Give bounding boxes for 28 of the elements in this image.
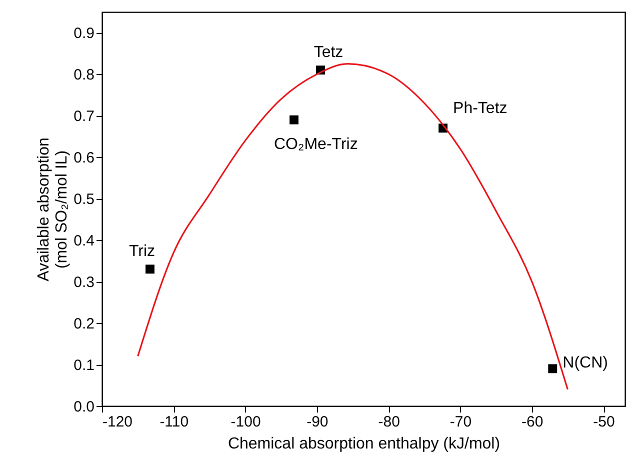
- y-tick-label: 0.5: [74, 191, 94, 208]
- x-tick-label: -100: [230, 414, 261, 430]
- y-tick-label: 0.2: [74, 316, 94, 333]
- point: [290, 115, 298, 124]
- y-tick-label: 0.3: [74, 274, 94, 292]
- y-axis-title: Available absorption (mol SO₂/mol IL): [36, 138, 71, 282]
- y-tick-label: 0.9: [74, 25, 94, 42]
- annotation: Triz: [128, 243, 156, 260]
- y-tick-label: 0.7: [74, 108, 94, 126]
- x-tick-label: -80: [378, 414, 400, 430]
- x-tick-label: -90: [306, 414, 328, 430]
- y-tick-label: 0.0: [74, 398, 94, 416]
- annotation: Tetz: [314, 44, 344, 62]
- x-tick-label: -120: [102, 414, 133, 430]
- y-tick-label: 0.1: [74, 357, 94, 374]
- x-tick-label: -110: [160, 414, 189, 430]
- point: [146, 264, 154, 274]
- x-tick-label: -50: [593, 414, 615, 430]
- y-tick-label: 0.8: [74, 66, 94, 84]
- x-tick-label: -60: [522, 414, 544, 430]
- annotation: CO₂Me-Triz: [274, 136, 358, 153]
- x-tick-label: -70: [450, 414, 472, 430]
- point: [548, 364, 558, 374]
- x-axis-title: Chemical absorption enthalpy (kJ/mol): [228, 436, 500, 452]
- annotation: Ph-Tetz: [453, 100, 508, 118]
- y-tick-label: 0.6: [74, 150, 94, 167]
- annotation: N(CN): [562, 354, 608, 372]
- y-tick-label: 0.4: [74, 232, 94, 250]
